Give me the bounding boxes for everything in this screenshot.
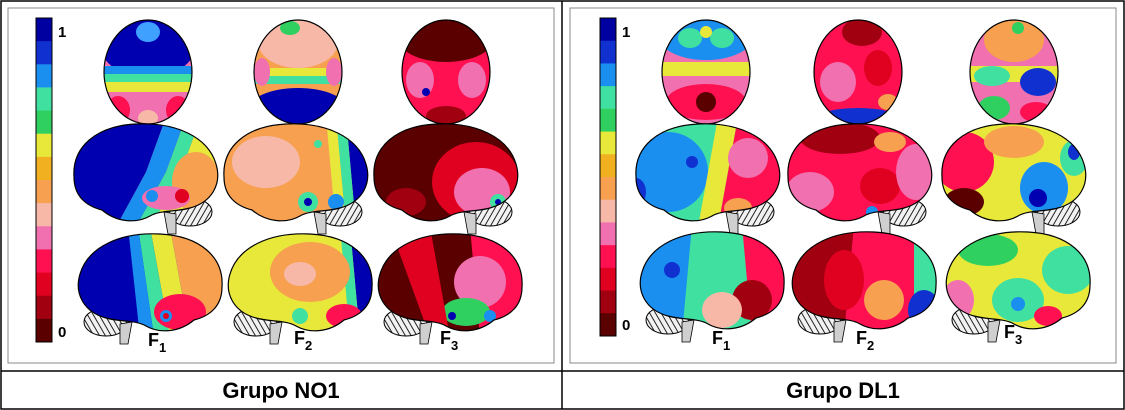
factor-label-f3: F3: [440, 328, 458, 353]
sagittal-map-f3: [941, 123, 1087, 235]
axial-map-f1: [661, 19, 751, 125]
scale-swatch: [36, 41, 52, 65]
scale-swatch: [36, 64, 52, 88]
axial-map-f3: [969, 19, 1059, 125]
scale-swatch: [600, 222, 616, 246]
scale-swatch: [600, 131, 616, 155]
scale-border: [599, 17, 617, 337]
svg-text:F3: F3: [440, 328, 458, 353]
scale-swatch: [36, 203, 52, 227]
sagittal-map-f3: [373, 123, 519, 235]
panel-label-no1: Grupo NO1: [222, 378, 339, 403]
scale-swatch: [600, 290, 616, 314]
sagittal-map-f1: [73, 123, 219, 235]
scale-swatch: [600, 86, 616, 110]
scale-swatch: [36, 87, 52, 112]
scale-max-label: 1: [58, 24, 66, 41]
scale-swatch: [600, 154, 616, 178]
panel-dl1: 1 0: [599, 17, 1091, 403]
scale-swatch: [36, 318, 52, 343]
lateral-map-f2: [227, 233, 373, 345]
scale-swatch: [600, 177, 616, 201]
scale-swatch: [36, 249, 52, 274]
factor-label-f2: F2: [856, 328, 874, 353]
sagittal-map-f2: [223, 123, 369, 235]
lateral-map-f2: [791, 231, 937, 343]
scale-swatch: [36, 156, 52, 181]
lateral-map-f3: [945, 231, 1091, 343]
panel-label-dl1: Grupo DL1: [786, 378, 900, 403]
factor-label-f1: F1: [148, 330, 166, 355]
scale-border: [35, 17, 53, 343]
scale-swatch: [600, 199, 616, 223]
color-scale-no1: 1 0: [35, 17, 66, 343]
svg-text:F2: F2: [856, 328, 874, 353]
factor-label-f2: F2: [294, 328, 312, 353]
scale-swatch: [600, 313, 616, 337]
scale-max-label: 1: [622, 24, 630, 41]
svg-text:F2: F2: [294, 328, 312, 353]
factor-label-f1: F1: [712, 328, 730, 353]
lateral-map-f1: [77, 233, 223, 345]
svg-text:F1: F1: [148, 330, 166, 355]
sagittal-map-f2: [787, 123, 933, 235]
scale-swatch: [600, 63, 616, 87]
scale-swatch: [36, 18, 52, 42]
scale-swatch: [600, 108, 616, 133]
scale-swatch: [600, 245, 616, 269]
svg-text:F3: F3: [1004, 322, 1022, 347]
scale-swatch: [36, 133, 52, 158]
lateral-map-f3: [377, 233, 523, 345]
axial-map-f1: [103, 19, 193, 125]
svg-text:F1: F1: [712, 328, 730, 353]
axial-map-f2: [813, 19, 903, 125]
panel-no1: 1 0: [35, 17, 523, 403]
sagittal-map-f1: [635, 123, 781, 235]
scale-swatch: [36, 295, 52, 320]
axial-map-f3: [401, 19, 491, 125]
scale-swatch: [600, 40, 616, 64]
scale-swatch: [36, 180, 52, 204]
scale-min-label: 0: [58, 324, 66, 341]
scale-swatch: [600, 267, 616, 292]
scale-swatch: [36, 110, 52, 135]
axial-map-f2: [253, 19, 343, 125]
scale-swatch: [600, 18, 616, 42]
factor-label-f3: F3: [1004, 322, 1022, 347]
scale-min-label: 0: [622, 317, 630, 334]
scale-swatch: [36, 226, 52, 250]
scale-swatch: [36, 272, 52, 297]
lateral-map-f1: [639, 231, 785, 343]
color-scale-dl1: 1 0: [599, 17, 630, 337]
